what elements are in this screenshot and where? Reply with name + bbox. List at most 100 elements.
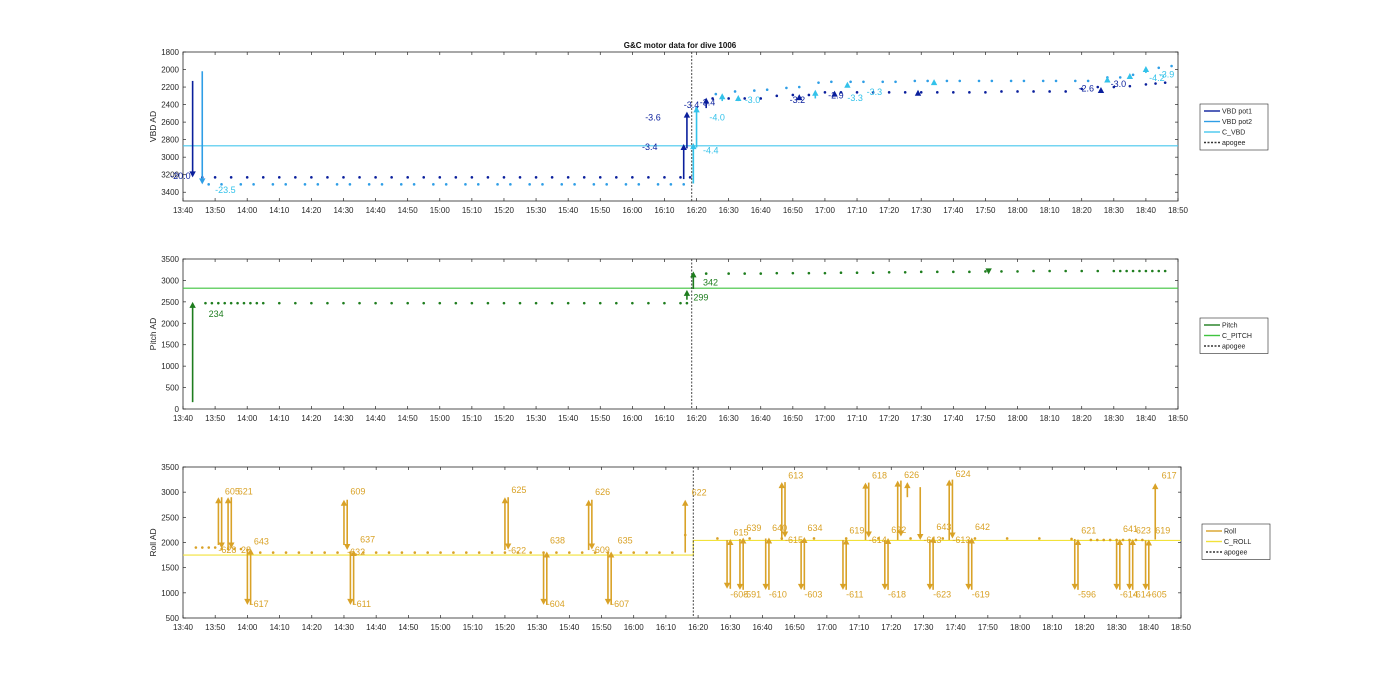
data-label: -603 — [804, 589, 822, 599]
data-label: -623 — [933, 589, 951, 599]
data-point — [1112, 269, 1116, 273]
data-label: -613 — [923, 535, 941, 545]
x-tick-label: 18:10 — [1042, 623, 1063, 632]
y-axis-label: VBD AD — [148, 111, 158, 142]
data-label: -611 — [846, 589, 863, 599]
data-label: -628 — [218, 545, 236, 555]
subplot-2: 13:40 13:50 14:00 14:10 14:20 14:30 14:40 14:50… — [148, 255, 1269, 423]
data-point — [374, 176, 377, 179]
data-point — [229, 301, 233, 305]
y-axis-label: Roll AD — [148, 528, 158, 556]
x-tick-label: 16:40 — [751, 206, 772, 215]
move-arrow-head — [224, 497, 232, 504]
move-arrow-head — [343, 544, 351, 551]
data-point — [413, 551, 417, 554]
data-point — [663, 176, 666, 179]
y-tick-label: 1500 — [161, 564, 179, 573]
data-point — [277, 176, 281, 179]
data-point — [207, 546, 211, 549]
move-arrow-head — [929, 536, 937, 543]
legend-entry: apogee — [1222, 344, 1245, 351]
x-tick-label: 16:50 — [783, 414, 804, 423]
data-point — [252, 183, 255, 186]
data-label: -4.0 — [709, 112, 725, 122]
data-point — [682, 183, 686, 186]
axes-frame — [182, 51, 1179, 202]
x-tick-label: 14:30 — [333, 414, 354, 423]
data-point — [361, 551, 365, 554]
x-tick-label: 14:50 — [398, 623, 419, 632]
data-point — [1080, 87, 1084, 91]
data-point — [671, 551, 674, 554]
data-point — [566, 301, 570, 305]
data-point — [759, 97, 763, 100]
data-point — [529, 551, 532, 554]
x-tick-label: 14:20 — [302, 623, 323, 632]
data-label: -2.6 — [1079, 83, 1095, 93]
data-label: -617 — [251, 599, 269, 609]
x-tick-label: 18:30 — [1104, 414, 1125, 423]
data-point — [470, 176, 474, 179]
data-point — [271, 551, 275, 554]
data-point — [1073, 79, 1077, 83]
x-tick-label: 16:50 — [783, 206, 804, 215]
x-tick-label: 16:20 — [687, 206, 708, 215]
data-point — [1032, 269, 1035, 273]
data-point — [743, 272, 746, 275]
data-point — [342, 301, 345, 305]
move-arrow-head — [985, 268, 992, 275]
data-point — [516, 551, 520, 554]
data-point — [399, 183, 403, 186]
move-arrow-head — [218, 542, 225, 549]
data-point — [239, 183, 243, 186]
data-point — [541, 183, 544, 186]
x-tick-label: 17:10 — [847, 206, 868, 215]
move-arrow-head — [844, 81, 851, 88]
data-point — [1163, 269, 1167, 273]
x-tick-label: 15:10 — [462, 414, 483, 423]
data-point — [1144, 83, 1148, 86]
x-tick-label: 18:10 — [1040, 414, 1061, 423]
data-point — [894, 80, 897, 84]
x-tick-label: 15:20 — [495, 623, 516, 632]
data-point — [1032, 90, 1035, 93]
x-tick-label: 17:40 — [943, 414, 964, 423]
x-tick-label: 18:00 — [1008, 414, 1029, 423]
x-tick-label: 17:00 — [817, 623, 838, 632]
move-arrow-head — [543, 551, 550, 558]
data-point — [1157, 269, 1161, 273]
legend-entry: C_ROLL — [1224, 539, 1251, 546]
data-point — [1163, 81, 1167, 84]
data-point — [871, 271, 875, 275]
x-tick-label: 18:50 — [1168, 414, 1189, 423]
y-tick-label: 3000 — [161, 153, 179, 162]
x-tick-label: 17:00 — [815, 414, 836, 423]
data-point — [1089, 538, 1093, 542]
move-arrow-head — [968, 537, 975, 544]
legend-entry: Pitch — [1222, 323, 1238, 330]
x-tick-label: 16:40 — [751, 414, 772, 423]
data-point — [1138, 269, 1141, 273]
move-arrow-head — [215, 497, 222, 504]
x-tick-label: 17:40 — [946, 623, 967, 632]
data-label: -609 — [592, 545, 610, 555]
move-arrow-head — [340, 499, 348, 506]
y-tick-label: 3500 — [161, 463, 179, 472]
data-label: 625 — [511, 485, 526, 495]
move-arrow-head — [765, 537, 773, 544]
data-point — [743, 97, 746, 100]
move-arrow-head — [247, 548, 254, 555]
data-point — [477, 551, 481, 554]
data-point — [555, 551, 558, 554]
data-point — [797, 85, 801, 89]
move-arrow-head — [1152, 483, 1159, 490]
data-label: 634 — [808, 523, 823, 533]
move-arrow-head — [812, 89, 819, 96]
data-point — [1016, 270, 1019, 273]
legend-entry: VBD pot2 — [1222, 119, 1252, 126]
move-arrow-head — [949, 532, 956, 539]
data-point — [242, 301, 246, 305]
data-point — [598, 301, 602, 305]
data-label: 626 — [595, 487, 610, 497]
